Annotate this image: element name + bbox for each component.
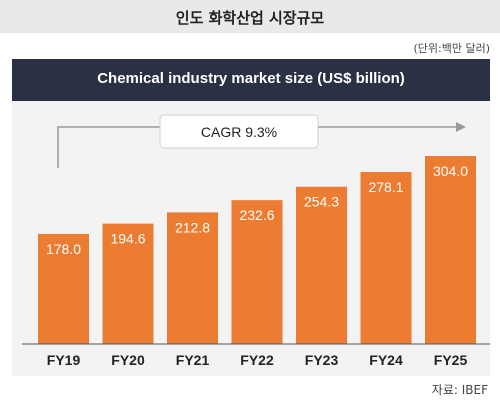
x-tick-label: FY23 — [305, 352, 339, 368]
chart-title: Chemical industry market size (US$ billi… — [97, 70, 405, 87]
bar-FY20 — [102, 223, 154, 344]
x-tick-label: FY20 — [111, 352, 145, 368]
bar-value-label: 232.6 — [239, 207, 274, 223]
bar-FY22 — [231, 200, 283, 344]
bar-value-label: 212.8 — [175, 219, 210, 235]
bar-value-label: 304.0 — [433, 163, 468, 179]
source-note: 자료: IBEF — [431, 383, 488, 397]
cagr-badge — [159, 114, 319, 149]
bar-FY24 — [360, 172, 412, 344]
bar-FY23 — [296, 186, 347, 344]
cagr-arrow-head — [456, 122, 466, 132]
unit-label: (단위:백만 달러) — [413, 42, 490, 55]
bar-value-label: 178.0 — [46, 241, 81, 257]
cagr-arrow — [57, 126, 456, 168]
bar-FY19 — [38, 233, 89, 344]
chart-header-band — [12, 59, 490, 101]
x-tick-label: FY24 — [369, 352, 403, 368]
bar-value-label: 278.1 — [368, 179, 403, 195]
bar-value-label: 254.3 — [304, 194, 339, 210]
x-tick-label: FY19 — [47, 352, 81, 368]
bar-FY25 — [425, 156, 476, 344]
x-tick-label: FY21 — [176, 352, 210, 368]
page-title: 인도 화학산업 시장규모 — [175, 9, 325, 27]
bar-value-label: 194.6 — [110, 231, 145, 247]
cagr-annotation: CAGR 9.3% — [201, 124, 277, 140]
x-tick-label: FY25 — [434, 352, 468, 368]
bar-FY21 — [167, 212, 218, 344]
title-bar — [0, 0, 500, 33]
x-tick-label: FY22 — [240, 352, 274, 368]
bars-group: 178.0 FY19 194.6 FY20 212.8 FY21 232.6 FY22 254.… — [38, 156, 476, 368]
